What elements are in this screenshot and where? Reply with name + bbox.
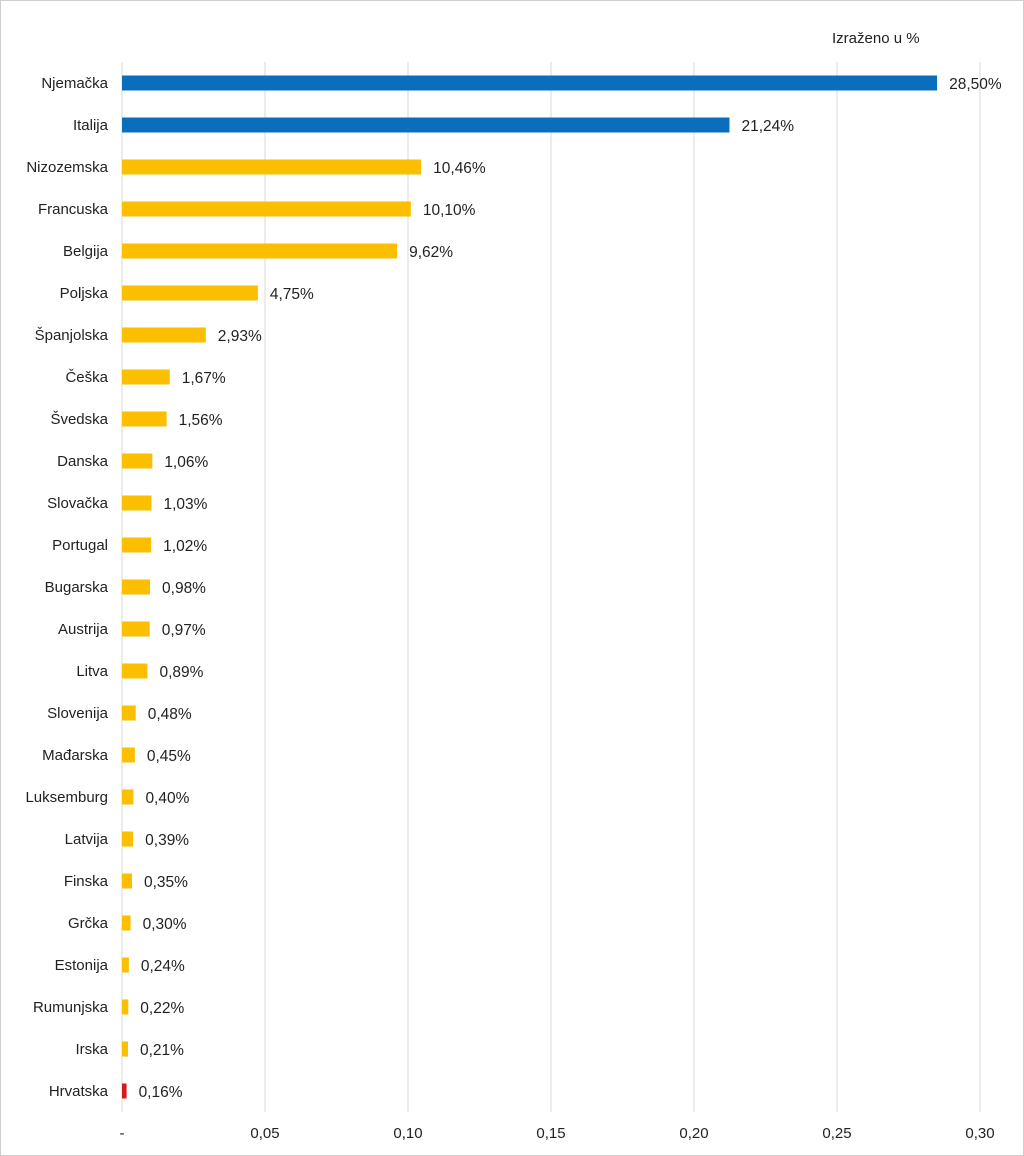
bar bbox=[122, 453, 153, 469]
category-label: Austrija bbox=[58, 621, 109, 638]
x-tick-label: 0,20 bbox=[679, 1125, 708, 1142]
data-label: 0,22% bbox=[140, 1000, 184, 1017]
data-label: 0,16% bbox=[139, 1084, 183, 1101]
category-label: Nizozemska bbox=[26, 159, 108, 176]
bar bbox=[122, 747, 135, 763]
category-label: Litva bbox=[76, 663, 108, 680]
bar bbox=[122, 201, 411, 217]
bar bbox=[122, 915, 131, 931]
data-label: 28,50% bbox=[949, 76, 1002, 93]
data-label: 0,48% bbox=[148, 706, 192, 723]
bar bbox=[122, 1083, 127, 1099]
x-tick-label: 0,25 bbox=[822, 1125, 851, 1142]
data-label: 1,06% bbox=[164, 454, 208, 471]
bar bbox=[122, 159, 422, 175]
category-label: Grčka bbox=[68, 915, 109, 932]
bar bbox=[122, 495, 152, 511]
data-label: 0,98% bbox=[162, 580, 206, 597]
data-label: 10,10% bbox=[423, 202, 476, 219]
data-label: 1,56% bbox=[179, 412, 223, 429]
bar bbox=[122, 327, 206, 343]
category-label: Estonija bbox=[55, 957, 109, 974]
x-tick-label: 0,15 bbox=[536, 1125, 565, 1142]
bar-layer bbox=[122, 75, 938, 1099]
category-label: Bugarska bbox=[45, 579, 109, 596]
data-label: 1,02% bbox=[163, 538, 207, 555]
tick-layer: - 0,05 0,10 0,15 0,20 0,25 0,30 bbox=[120, 1125, 995, 1142]
category-label: Italija bbox=[73, 117, 109, 134]
data-label: 0,24% bbox=[141, 958, 185, 975]
category-label: Luksemburg bbox=[25, 789, 108, 806]
bar bbox=[122, 705, 136, 721]
label-layer: Njemačka 28,50% Italija 21,24% Nizozemska 10,… bbox=[25, 75, 1001, 1101]
data-label: 0,45% bbox=[147, 748, 191, 765]
bar bbox=[122, 579, 151, 595]
x-tick-label: 0,10 bbox=[393, 1125, 422, 1142]
category-label: Latvija bbox=[65, 831, 109, 848]
x-tick-label: - bbox=[120, 1125, 125, 1142]
bar bbox=[122, 411, 167, 427]
bar bbox=[122, 621, 150, 637]
category-label: Španjolska bbox=[35, 327, 109, 344]
data-label: 0,89% bbox=[159, 664, 203, 681]
category-label: Finska bbox=[64, 873, 109, 890]
category-label: Irska bbox=[75, 1041, 108, 1058]
data-label: 9,62% bbox=[409, 244, 453, 261]
grid-layer bbox=[121, 62, 981, 1112]
category-label: Belgija bbox=[63, 243, 109, 260]
bar bbox=[122, 1041, 129, 1057]
bar bbox=[122, 285, 258, 301]
category-label: Slovenija bbox=[47, 705, 109, 722]
category-label: Češka bbox=[65, 369, 108, 386]
data-label: 1,67% bbox=[182, 370, 226, 387]
data-label: 0,21% bbox=[140, 1042, 184, 1059]
data-label: 4,75% bbox=[270, 286, 314, 303]
data-label: 21,24% bbox=[741, 118, 794, 135]
category-label: Poljska bbox=[60, 285, 109, 302]
category-label: Francuska bbox=[38, 201, 109, 218]
unit-note: Izraženo u % bbox=[832, 30, 920, 47]
category-label: Slovačka bbox=[47, 495, 109, 512]
bar bbox=[122, 537, 152, 553]
bar bbox=[122, 663, 148, 679]
data-label: 0,39% bbox=[145, 832, 189, 849]
bar bbox=[122, 789, 134, 805]
bar bbox=[122, 75, 938, 91]
bar bbox=[122, 243, 398, 259]
category-label: Hrvatska bbox=[49, 1083, 109, 1100]
data-label: 0,40% bbox=[145, 790, 189, 807]
bar bbox=[122, 369, 170, 385]
x-tick-label: 0,05 bbox=[250, 1125, 279, 1142]
data-label: 1,03% bbox=[163, 496, 207, 513]
bar bbox=[122, 873, 133, 889]
data-label: 0,30% bbox=[143, 916, 187, 933]
category-label: Rumunjska bbox=[33, 999, 109, 1016]
bar bbox=[122, 117, 730, 133]
category-label: Švedska bbox=[50, 411, 108, 428]
x-tick-label: 0,30 bbox=[965, 1125, 994, 1142]
category-label: Portugal bbox=[52, 537, 108, 554]
bar bbox=[122, 831, 134, 847]
category-label: Danska bbox=[57, 453, 109, 470]
data-label: 2,93% bbox=[218, 328, 262, 345]
category-label: Njemačka bbox=[41, 75, 108, 92]
data-label: 0,35% bbox=[144, 874, 188, 891]
bar bbox=[122, 999, 129, 1015]
data-label: 0,97% bbox=[162, 622, 206, 639]
bar bbox=[122, 957, 129, 973]
category-label: Mađarska bbox=[42, 747, 109, 764]
data-label: 10,46% bbox=[433, 160, 486, 177]
